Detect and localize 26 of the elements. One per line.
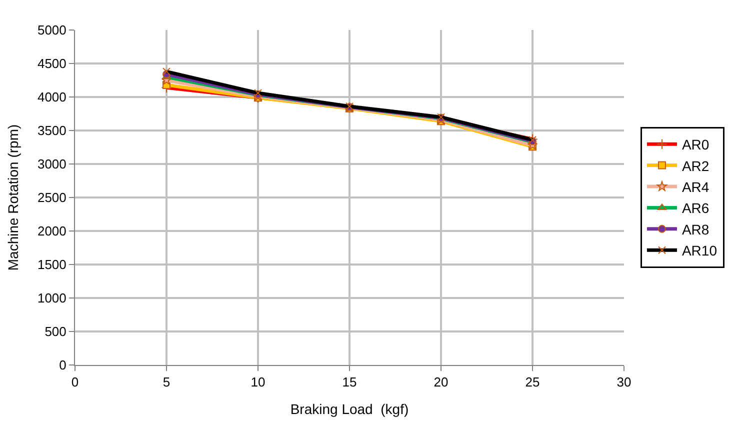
- y-tick-label: 0: [59, 358, 66, 373]
- x-tick-label: 5: [162, 374, 170, 390]
- x-axis-title: Braking Load (kgf): [290, 400, 409, 417]
- x-tick-label: 30: [616, 374, 632, 390]
- legend-label: AR4: [682, 178, 710, 195]
- y-tick-label: 1500: [37, 257, 66, 272]
- legend-label: AR2: [682, 158, 710, 174]
- y-tick-label: 5000: [37, 22, 66, 38]
- x-tick-label: 0: [71, 374, 79, 390]
- y-tick-label: 4500: [37, 56, 66, 72]
- x-tick-label: 25: [525, 374, 540, 390]
- y-tick-label: 3000: [37, 156, 66, 172]
- y-axis-title: Machine Rotation (rpm): [5, 124, 22, 271]
- legend-label: AR10: [682, 242, 718, 259]
- x-tick-label: 20: [434, 374, 448, 390]
- y-tick-label: 500: [44, 324, 66, 340]
- y-tick-label: 1000: [37, 290, 66, 306]
- x-tick-label: 15: [342, 374, 357, 390]
- y-tick-label: 2000: [37, 224, 66, 239]
- legend-label: AR0: [682, 136, 710, 153]
- legend-label: AR8: [682, 221, 710, 238]
- y-tick-label: 4000: [37, 90, 66, 105]
- y-tick-label: 2500: [37, 190, 66, 206]
- x-tick-label: 10: [250, 374, 266, 390]
- y-tick-label: 3500: [37, 123, 66, 138]
- legend-label: AR6: [682, 200, 710, 216]
